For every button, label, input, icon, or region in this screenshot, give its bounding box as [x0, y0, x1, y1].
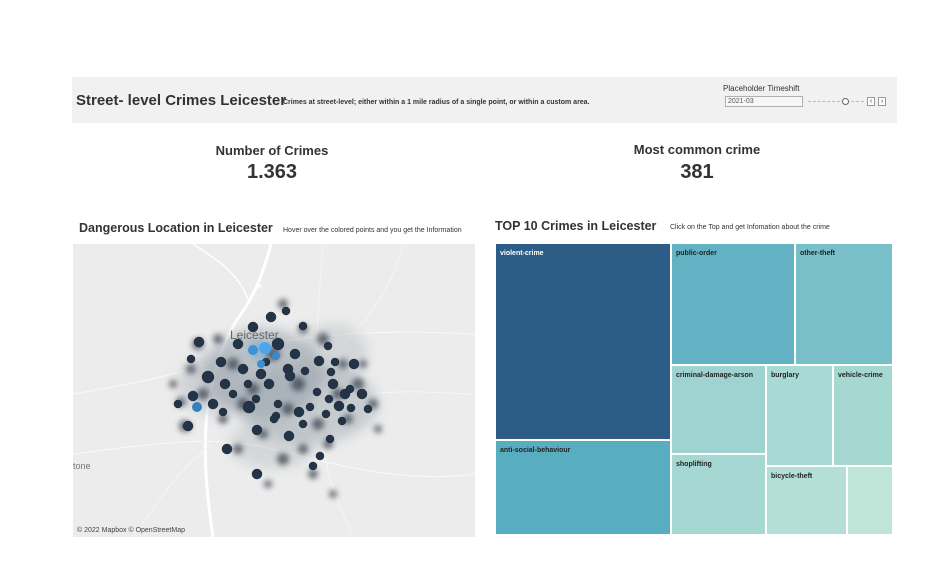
tile-label: violent-crime [500, 250, 544, 257]
treemap-tile-shoplifting[interactable]: shoplifting [671, 454, 766, 535]
map-canvas[interactable] [73, 244, 475, 537]
road-line [192, 244, 249, 300]
timeshift-slider[interactable] [808, 101, 864, 102]
treemap-tile-anti-social-behaviour[interactable]: anti-social-behaviour [495, 440, 671, 535]
crime-count-label: Number of Crimes [215, 143, 329, 158]
dashboard-header: Street- level Crimes Leicester Crimes at… [72, 77, 897, 123]
timeshift-next-button[interactable]: › [878, 97, 886, 106]
road-line [132, 443, 214, 537]
treemap-tile-public-order[interactable]: public-order [671, 243, 795, 365]
treemap-note: Click on the Top and get Infomation abou… [670, 224, 830, 231]
tile-label: anti-social-behaviour [500, 447, 571, 454]
timeshift-input[interactable]: 2021-03 [725, 96, 803, 107]
crime-points[interactable] [173, 306, 373, 480]
tile-label: vehicle-crime [838, 372, 883, 379]
page-subtitle: Crimes at street-level; either within a … [283, 99, 590, 106]
map-note: Hover over the colored points and you ge… [283, 227, 462, 234]
map-attribution[interactable]: © 2022 Mapbox © OpenStreetMap [77, 527, 185, 534]
tile-label: bicycle-theft [771, 473, 813, 480]
treemap-tile-burglary[interactable]: burglary [766, 365, 833, 466]
map-city-label: Leicester [230, 328, 279, 342]
map-title: Dangerous Location in Leicester [79, 221, 273, 235]
treemap-title: TOP 10 Crimes in Leicester [495, 219, 657, 233]
tile-label: shoplifting [676, 461, 712, 468]
common-crime-value: 381 [680, 161, 714, 183]
tile-label: criminal-damage-arson [676, 372, 754, 379]
tile-label: burglary [771, 372, 800, 379]
treemap-tile-bicycle-theft[interactable]: bicycle-theft [766, 466, 847, 535]
highlighted-crime-points[interactable] [192, 340, 280, 412]
page-title: Street- level Crimes Leicester [76, 92, 287, 109]
tile-label: public-order [676, 250, 717, 257]
tile-label: other-theft [800, 250, 835, 257]
timeshift-label: Placeholder Timeshift [723, 84, 800, 93]
map-marker-icon [257, 283, 263, 289]
common-crime-label: Most common crime [633, 142, 761, 157]
treemap-tile-other-theft[interactable]: other-theft [795, 243, 893, 365]
timeshift-slider-thumb[interactable] [842, 98, 849, 105]
crime-treemap[interactable]: violent-crime anti-social-behaviour publ… [495, 243, 893, 535]
treemap-tile-criminal-damage-arson[interactable]: criminal-damage-arson [671, 365, 766, 454]
crime-count-value: 1.363 [246, 161, 298, 183]
timeshift-prev-button[interactable]: ‹ [867, 97, 875, 106]
crime-map[interactable]: Leicester tone © 2022 Mapbox © OpenStree… [73, 244, 475, 537]
treemap-tile-unlabeled[interactable] [847, 466, 893, 535]
map-place-label: tone [73, 461, 91, 471]
treemap-tile-violent-crime[interactable]: violent-crime [495, 243, 671, 440]
road-line [372, 391, 475, 395]
treemap-tile-vehicle-crime[interactable]: vehicle-crime [833, 365, 893, 466]
